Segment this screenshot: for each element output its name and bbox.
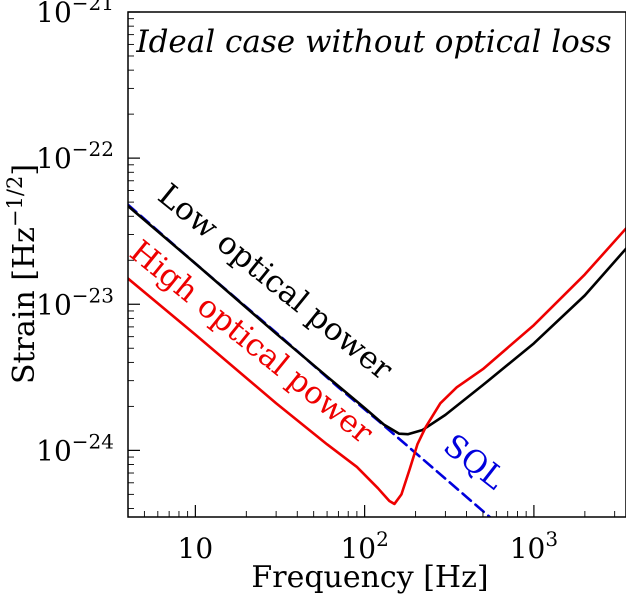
x-tick-label-100: 102 bbox=[340, 527, 388, 565]
plot-frame bbox=[127, 11, 626, 518]
annotation-sql-label: SQL bbox=[437, 427, 512, 497]
y-tick-label-−24: 10−24 bbox=[36, 429, 114, 467]
series-line-low-optical-power bbox=[128, 204, 626, 436]
y-axis-title-exponent: −1/2 bbox=[3, 176, 27, 227]
y-tick-label-−23: 10−23 bbox=[36, 283, 114, 321]
series-line-high-optical-power bbox=[128, 227, 626, 506]
chart-title: Ideal case without optical loss bbox=[135, 24, 611, 60]
x-axis-title: Frequency [Hz] bbox=[251, 560, 488, 595]
y-tick-label-−22: 10−22 bbox=[36, 137, 114, 175]
y-axis-title-close: ] bbox=[7, 164, 42, 176]
y-axis-title-main: Strain [Hz bbox=[7, 227, 42, 384]
x-tick-label-1000: 103 bbox=[510, 527, 558, 565]
y-axis-title: Strain [Hz−1/2] bbox=[3, 164, 42, 384]
y-tick-label-−21: 10−21 bbox=[36, 0, 114, 29]
x-tick-label-10: 10 bbox=[178, 532, 214, 565]
